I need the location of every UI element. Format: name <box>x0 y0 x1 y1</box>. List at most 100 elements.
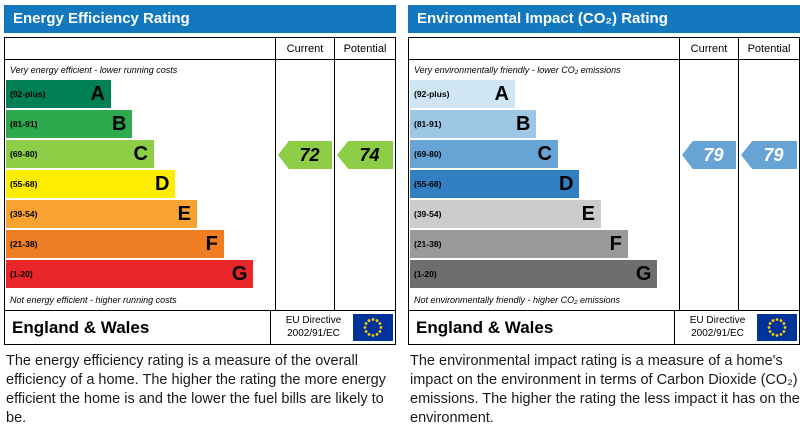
environmental-panel-title: Environmental Impact (CO₂) Rating <box>408 5 800 33</box>
band-g: (1-20) G <box>6 260 254 288</box>
band-a: (92-plus) A <box>410 80 515 108</box>
band-row-g: (1-20) G <box>409 260 679 290</box>
band-d: (55-68) D <box>6 170 176 198</box>
top-note: Very energy efficient - lower running co… <box>10 65 178 75</box>
band-range-label: (1-20) <box>10 269 33 279</box>
bands-area: Very environmentally friendly - lower CO… <box>409 60 679 310</box>
column-header-row: Current Potential <box>5 38 395 60</box>
band-row-d: (55-68) D <box>5 170 275 200</box>
potential-column-header: Potential <box>738 38 799 59</box>
eu-directive-line2: 2002/91/EC <box>691 327 744 339</box>
column-header-spacer <box>5 38 275 59</box>
bands-area: Very energy efficient - lower running co… <box>5 60 275 310</box>
band-row-a: (92-plus) A <box>409 80 679 110</box>
current-column: 72 <box>275 60 334 310</box>
energy-rating-chart: Current Potential Very energy efficient … <box>4 37 396 345</box>
band-letter: E <box>177 203 191 225</box>
current-rating-value: 72 <box>299 144 320 165</box>
band-range-label: (92-plus) <box>414 89 450 99</box>
directive-area: EU Directive 2002/91/EC <box>674 311 799 344</box>
eu-directive-line2: 2002/91/EC <box>287 327 340 339</box>
current-rating-value: 79 <box>703 144 724 165</box>
potential-rating-value: 79 <box>763 144 784 165</box>
band-range-label: (92-plus) <box>10 89 46 99</box>
potential-rating-arrow: 79 <box>741 141 797 169</box>
band-range-label: (21-38) <box>414 239 442 249</box>
bottom-note: Not energy efficient - higher running co… <box>10 295 177 305</box>
top-note: Very environmentally friendly - lower CO… <box>414 65 621 75</box>
band-range-label: (1-20) <box>414 269 437 279</box>
current-column-header: Current <box>679 38 738 59</box>
column-header-row: Current Potential <box>409 38 799 60</box>
band-row-c: (69-80) C <box>409 140 679 170</box>
band-letter: A <box>494 83 509 105</box>
band-range-label: (81-91) <box>414 119 442 129</box>
band-row-f: (21-38) F <box>5 230 275 260</box>
band-c: (69-80) C <box>410 140 558 168</box>
environmental-rating-chart: Current Potential Very environmentally f… <box>408 37 800 345</box>
band-e: (39-54) E <box>410 200 601 228</box>
band-f: (21-38) F <box>6 230 224 258</box>
environmental-rating-description: The environmental impact rating is a mea… <box>410 353 800 427</box>
current-rating-arrow: 79 <box>682 141 736 169</box>
current-column-header: Current <box>275 38 334 59</box>
energy-panel-title: Energy Efficiency Rating <box>4 5 396 33</box>
band-row-a: (92-plus) A <box>5 80 275 110</box>
chart-footer: England & Wales EU Directive 2002/91/EC <box>409 310 799 344</box>
band-letter: F <box>609 233 622 255</box>
potential-column-header: Potential <box>334 38 395 59</box>
band-letter: F <box>205 233 218 255</box>
current-column: 79 <box>679 60 738 310</box>
band-row-d: (55-68) D <box>409 170 679 200</box>
band-letter: D <box>559 173 574 195</box>
chart-body: Very environmentally friendly - lower CO… <box>409 60 799 310</box>
column-header-spacer <box>409 38 679 59</box>
bottom-note: Not environmentally friendly - higher CO… <box>414 295 621 305</box>
band-a: (92-plus) A <box>6 80 111 108</box>
band-c: (69-80) C <box>6 140 154 168</box>
band-b: (81-91) B <box>6 110 133 138</box>
band-letter: E <box>581 203 595 225</box>
current-rating-arrow: 72 <box>278 141 332 169</box>
eu-flag-icon <box>757 314 797 341</box>
band-range-label: (69-80) <box>10 149 38 159</box>
band-letter: B <box>111 113 127 135</box>
eu-directive-line1: EU Directive <box>689 315 746 326</box>
chart-footer: England & Wales EU Directive 2002/91/EC <box>5 310 395 344</box>
band-letter: B <box>515 113 531 135</box>
band-range-label: (39-54) <box>414 209 442 219</box>
band-row-c: (69-80) C <box>5 140 275 170</box>
band-f: (21-38) F <box>410 230 628 258</box>
band-range-label: (39-54) <box>10 209 38 219</box>
chart-body: Very energy efficient - lower running co… <box>5 60 395 310</box>
band-row-e: (39-54) E <box>5 200 275 230</box>
band-range-label: (81-91) <box>10 119 38 129</box>
band-row-g: (1-20) G <box>5 260 275 290</box>
band-row-b: (81-91) B <box>5 110 275 140</box>
potential-rating-arrow: 74 <box>337 141 393 169</box>
energy-rating-description: The energy efficiency rating is a measur… <box>6 353 386 427</box>
potential-column: 74 <box>334 60 395 310</box>
environmental-impact-panel: Environmental Impact (CO₂) Rating Curren… <box>408 5 800 429</box>
band-row-e: (39-54) E <box>409 200 679 230</box>
band-e: (39-54) E <box>6 200 197 228</box>
band-b: (81-91) B <box>410 110 537 138</box>
eu-flag-icon <box>353 314 393 341</box>
band-range-label: (21-38) <box>10 239 38 249</box>
band-row-f: (21-38) F <box>409 230 679 260</box>
band-row-b: (81-91) B <box>409 110 679 140</box>
band-letter: G <box>635 263 652 285</box>
band-letter: C <box>537 143 552 165</box>
region-label: England & Wales <box>416 317 554 337</box>
energy-efficiency-panel: Energy Efficiency Rating Current Potenti… <box>4 5 396 429</box>
band-letter: G <box>231 263 248 285</box>
potential-rating-value: 74 <box>359 144 380 165</box>
eu-directive-label: EU Directive 2002/91/EC <box>274 315 353 340</box>
directive-area: EU Directive 2002/91/EC <box>270 311 395 344</box>
band-d: (55-68) D <box>410 170 580 198</box>
band-letter: A <box>90 83 105 105</box>
region-label: England & Wales <box>12 317 150 337</box>
band-letter: D <box>155 173 170 195</box>
band-range-label: (69-80) <box>414 149 442 159</box>
